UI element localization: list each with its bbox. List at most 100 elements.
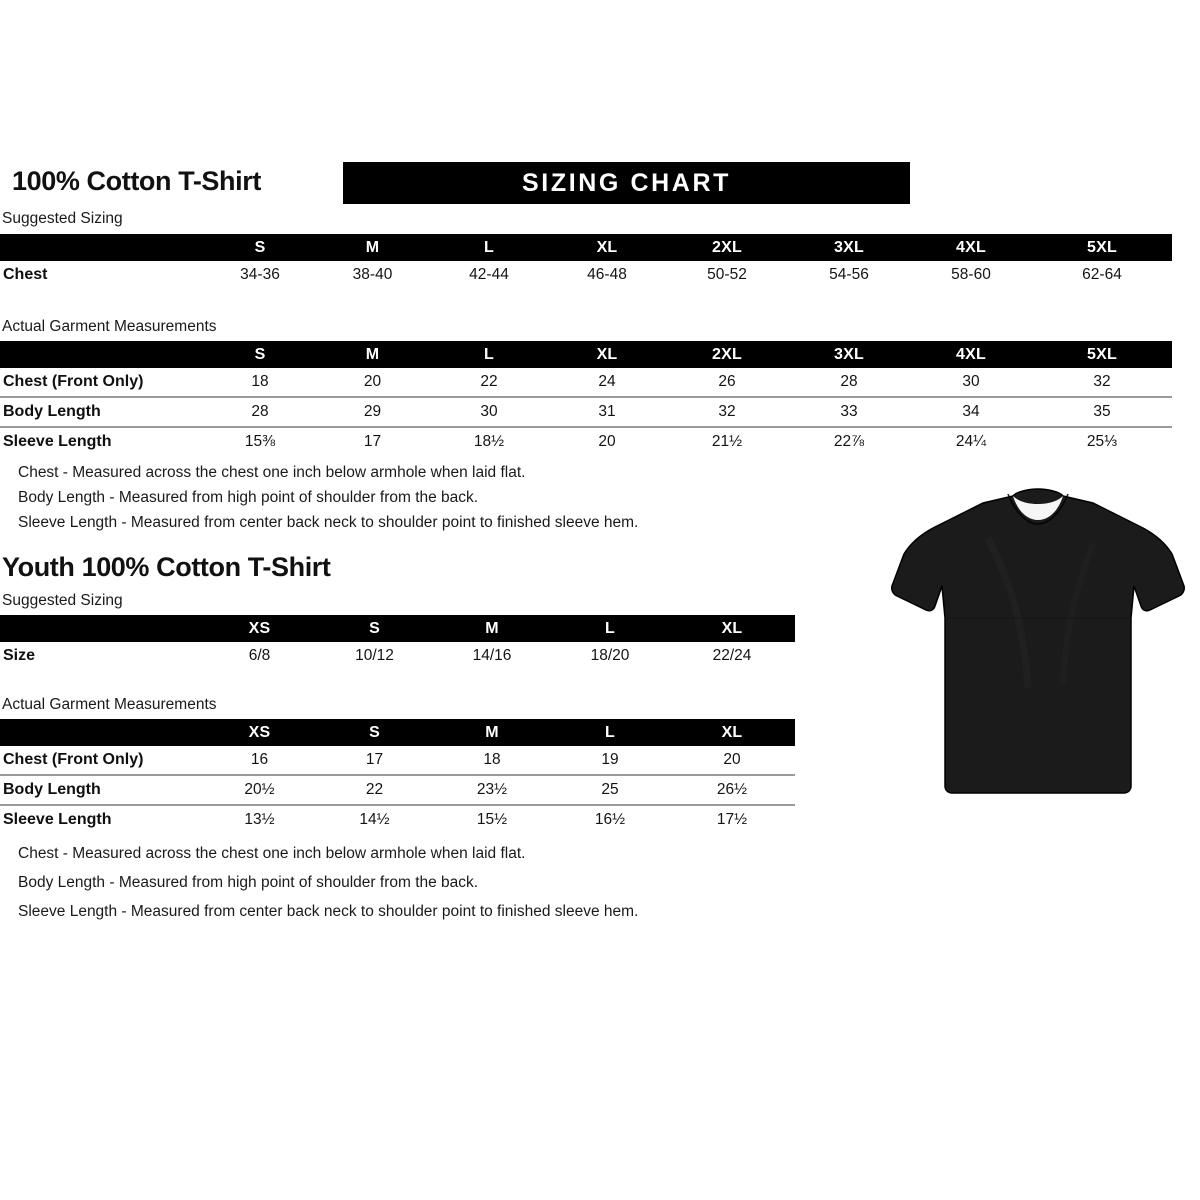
black-tshirt-icon (891, 488, 1185, 794)
column-header-size: L (484, 345, 494, 363)
youth-actual-table: XS S M L XL Chest (Front Only) 16 17 18 … (0, 719, 795, 834)
column-header-size: XS (248, 619, 271, 637)
cell-value: 22⅞ (833, 433, 865, 450)
column-header-size: 5XL (1087, 345, 1117, 363)
table-row: Sleeve Length 15⅜ 17 18½ 20 21½ 22⅞ 24¼ … (0, 427, 1172, 456)
cell-value: 18 (205, 368, 315, 398)
adult-actual-table: S M L XL 2XL 3XL 4XL 5XL Chest (Front On… (0, 341, 1172, 456)
cell-value: 35 (1032, 397, 1172, 428)
adult-suggested-table: S M L XL 2XL 3XL 4XL 5XL Chest 34-36 38-… (0, 234, 1172, 289)
adult-suggested-caption: Suggested Sizing (2, 210, 123, 227)
cell-value: 18½ (473, 433, 505, 450)
column-header-label (0, 719, 203, 746)
cell-value: 25 (551, 775, 669, 806)
column-header-size: XL (721, 723, 743, 741)
cell-value: 26½ (669, 775, 795, 806)
adult-section-title: 100% Cotton T-Shirt (12, 166, 261, 196)
youth-suggested-table: XS S M L XL Size 6/8 10/12 14/16 18/20 2… (0, 615, 795, 670)
table-row: Body Length 28 29 30 31 32 33 34 35 (0, 397, 1172, 428)
column-header-label (0, 615, 203, 642)
sizing-chart-banner-label: SIZING CHART (522, 168, 731, 197)
column-header-size: S (254, 238, 266, 256)
cell-value: 30 (430, 397, 548, 428)
cell-value: 25⅓ (1086, 433, 1118, 450)
column-header-size: S (369, 619, 380, 637)
column-header-size: M (485, 619, 499, 637)
cell-value: 20½ (203, 775, 316, 806)
column-header-size: L (484, 238, 494, 256)
youth-note-chest: Chest - Measured across the chest one in… (18, 845, 526, 862)
cell-value: 34 (910, 397, 1032, 428)
youth-suggested-caption: Suggested Sizing (2, 592, 123, 609)
table-header-row: S M L XL 2XL 3XL 4XL 5XL (0, 234, 1172, 261)
column-header-size: 4XL (956, 238, 986, 256)
cell-value: 15⅜ (244, 433, 276, 450)
table-row: Body Length 20½ 22 23½ 25 26½ (0, 775, 795, 806)
cell-value: 34-36 (240, 266, 280, 283)
row-label: Body Length (0, 397, 205, 428)
column-header-size: M (365, 345, 380, 363)
cell-value: 32 (1032, 368, 1172, 398)
cell-value: 28 (788, 368, 910, 398)
cell-value: 32 (666, 397, 788, 428)
cell-value: 17½ (716, 811, 748, 828)
cell-value: 54-56 (829, 266, 869, 283)
product-image-container (888, 468, 1188, 808)
column-header-size: S (254, 345, 266, 363)
cell-value: 18 (433, 746, 551, 776)
table-header-row: XS S M L XL (0, 719, 795, 746)
column-header-size: 3XL (834, 238, 864, 256)
column-header-size: 4XL (956, 345, 986, 363)
youth-section-title: Youth 100% Cotton T-Shirt (2, 552, 331, 582)
cell-value: 14½ (359, 811, 390, 828)
cell-value: 15½ (476, 811, 508, 828)
column-header-size: M (365, 238, 380, 256)
column-header-size: S (369, 723, 380, 741)
row-label: Chest (Front Only) (0, 368, 205, 398)
cell-value: 16 (203, 746, 316, 776)
cell-value: 30 (910, 368, 1032, 398)
cell-value: 33 (788, 397, 910, 428)
cell-value: 18/20 (590, 647, 630, 664)
cell-value: 19 (551, 746, 669, 776)
row-label: Size (3, 647, 36, 664)
column-header-size: XL (596, 345, 618, 363)
cell-value: 20 (315, 368, 430, 398)
youth-actual-caption: Actual Garment Measurements (2, 696, 217, 713)
adult-actual-caption: Actual Garment Measurements (2, 318, 217, 335)
cell-value: 21½ (711, 433, 743, 450)
youth-note-body-length: Body Length - Measured from high point o… (18, 874, 479, 891)
cell-value: 58-60 (951, 266, 991, 283)
table-row: Size 6/8 10/12 14/16 18/20 22/24 (0, 642, 795, 670)
table-header-row: XS S M L XL (0, 615, 795, 642)
cell-value: 42-44 (469, 266, 509, 283)
cell-value: 62-64 (1082, 266, 1122, 283)
table-row: Sleeve Length 13½ 14½ 15½ 16½ 17½ (0, 805, 795, 834)
table-header-row: S M L XL 2XL 3XL 4XL 5XL (0, 341, 1172, 368)
row-label: Chest (3, 266, 48, 283)
row-label: Body Length (0, 775, 203, 806)
column-header-size: XL (721, 619, 743, 637)
cell-value: 38-40 (352, 266, 393, 283)
row-label: Chest (Front Only) (0, 746, 203, 776)
table-row: Chest 34-36 38-40 42-44 46-48 50-52 54-5… (0, 261, 1172, 289)
youth-note-sleeve-length: Sleeve Length - Measured from center bac… (18, 903, 639, 920)
cell-value: 31 (548, 397, 666, 428)
cell-value: 20 (598, 433, 616, 450)
adult-note-body-length: Body Length - Measured from high point o… (18, 489, 479, 506)
cell-value: 22 (316, 775, 433, 806)
table-row: Chest (Front Only) 16 17 18 19 20 (0, 746, 795, 776)
cell-value: 24 (548, 368, 666, 398)
column-header-size: 2XL (712, 345, 742, 363)
cell-value: 17 (363, 433, 382, 450)
adult-title-row: 100% Cotton T-Shirt SIZING CHART (12, 162, 1188, 206)
column-header-label (0, 341, 205, 368)
cell-value: 6/8 (248, 647, 271, 664)
cell-value: 46-48 (587, 266, 627, 283)
cell-value: 14/16 (472, 647, 512, 664)
row-label: Sleeve Length (3, 433, 112, 450)
cell-value: 28 (205, 397, 315, 428)
adult-note-chest: Chest - Measured across the chest one in… (18, 464, 526, 481)
cell-value: 24¼ (955, 433, 987, 450)
cell-value: 22 (430, 368, 548, 398)
